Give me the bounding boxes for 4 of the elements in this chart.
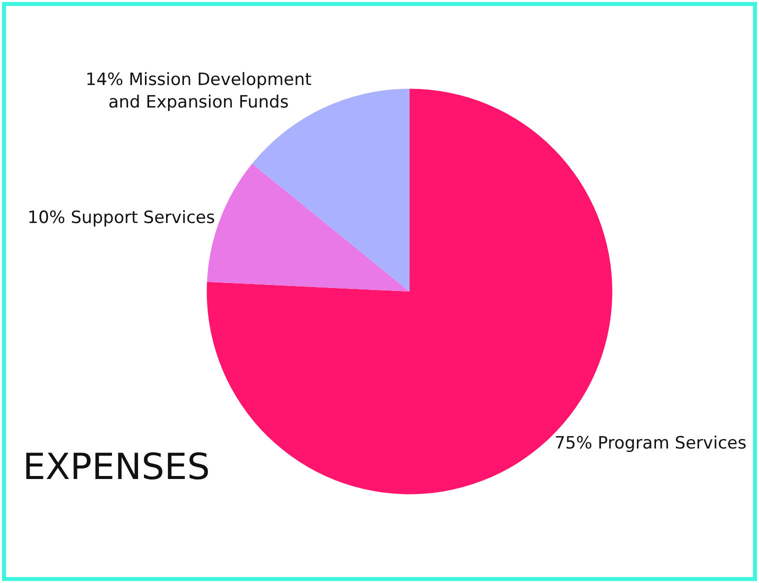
slice-label: 10% Support Services [28,208,216,228]
slice-label: 14% Mission Development and Expansion Funds [85,70,312,112]
text: EXPENSES [22,447,210,488]
slice-label: 75% Program Services [554,433,747,454]
